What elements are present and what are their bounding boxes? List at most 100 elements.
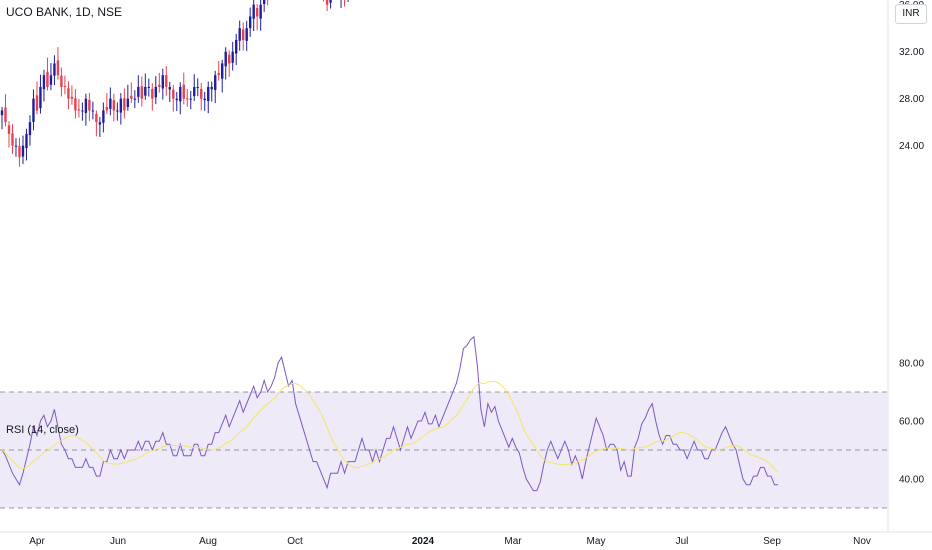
candle-body [234, 39, 238, 54]
rsi-title: RSI (14, close) [6, 424, 79, 436]
candle-body [74, 98, 77, 111]
candle-body [28, 122, 32, 136]
candle-body [182, 84, 185, 99]
candle-body [325, 0, 329, 5]
candle-body [95, 113, 98, 123]
time-tick-label: Sep [763, 536, 781, 547]
candle-body [147, 86, 151, 88]
candle-body [130, 95, 133, 99]
time-tick-label: 2024 [412, 536, 435, 547]
candle-body [53, 63, 56, 76]
candle-body [248, 16, 252, 29]
time-tick-label: Oct [287, 536, 303, 547]
candle-body [35, 95, 39, 111]
symbol-title: UCO BANK, 1D, NSE [6, 5, 123, 19]
candle-body [262, 0, 266, 5]
candle-body [91, 110, 95, 112]
time-tick-label: Apr [29, 536, 45, 547]
candle-body [46, 71, 49, 87]
candle-body [25, 133, 28, 149]
candle-body [179, 86, 182, 102]
candle-body [189, 98, 192, 100]
candle-body [140, 86, 144, 99]
candle-body [329, 0, 332, 3]
candle-body [161, 75, 164, 89]
candle-body [63, 85, 67, 87]
candle-body [186, 98, 189, 100]
candle-body [70, 96, 74, 99]
candle-body [158, 84, 161, 87]
time-tick-label: Nov [853, 536, 871, 547]
candle-body [137, 86, 140, 97]
candle-body [32, 98, 35, 122]
time-tick-label: Mar [504, 536, 522, 547]
candle-body [172, 89, 175, 99]
candle-body [119, 98, 123, 113]
rsi-tick-label: 60.00 [899, 417, 924, 428]
currency-button[interactable]: INR [895, 4, 927, 24]
candle-body [259, 4, 262, 19]
candle-body [84, 98, 88, 114]
time-tick-label: Aug [199, 536, 217, 547]
candle-body [7, 125, 11, 134]
time-tick-label: Jul [676, 536, 689, 547]
candle-body [228, 54, 231, 64]
candle-body [241, 29, 245, 40]
candle-body [168, 86, 171, 90]
candle-body [238, 28, 241, 41]
rsi-tick-label: 80.00 [899, 359, 924, 370]
candle-body [77, 109, 81, 111]
candle-body [105, 107, 109, 111]
candle-body [98, 122, 102, 125]
candle-body [109, 98, 112, 109]
candle-body [39, 86, 42, 109]
candle-body [81, 110, 84, 112]
candle-body [231, 51, 234, 63]
candle-body [245, 28, 248, 41]
candle-body [217, 73, 220, 76]
candle-body [193, 86, 196, 97]
candle-body [175, 98, 178, 101]
candle-body [112, 100, 116, 111]
candle-body [144, 86, 147, 96]
candle-body [49, 75, 53, 85]
rsi-line [1, 335, 778, 492]
candle-body [102, 110, 105, 123]
candle-body [88, 99, 91, 111]
candle-body [123, 98, 126, 111]
candle-body [221, 63, 224, 79]
candle-body [214, 75, 217, 90]
candle-body [224, 51, 227, 67]
candle-body [200, 88, 203, 99]
candle-body [14, 145, 18, 147]
candle-body [151, 88, 154, 99]
price-tick-label: 24.00 [899, 141, 924, 152]
candle-body [133, 98, 137, 100]
candle-body [252, 4, 255, 19]
candle-body [165, 75, 168, 87]
rsi-tick-label: 40.00 [899, 475, 924, 486]
price-tick-label: 28.00 [899, 94, 924, 105]
candle-body [126, 98, 130, 108]
candle-body [4, 107, 7, 123]
candle-body [255, 8, 259, 17]
candle-body [207, 86, 210, 101]
time-tick-label: Jun [110, 536, 126, 547]
candle-body [203, 98, 206, 101]
candle-body [18, 146, 21, 158]
candle-body [11, 133, 14, 146]
candle-body [42, 75, 46, 90]
candle-body [21, 145, 25, 157]
candle-body [196, 86, 199, 88]
rsi-ma-line [1, 380, 779, 473]
candle-body [116, 110, 119, 112]
candle-body [154, 86, 158, 98]
price-tick-label: 32.00 [899, 47, 924, 58]
candle-body [56, 60, 60, 76]
time-tick-label: May [587, 536, 606, 547]
candle-body [60, 75, 63, 87]
candle-body [0, 110, 4, 116]
candle-body [210, 86, 213, 90]
